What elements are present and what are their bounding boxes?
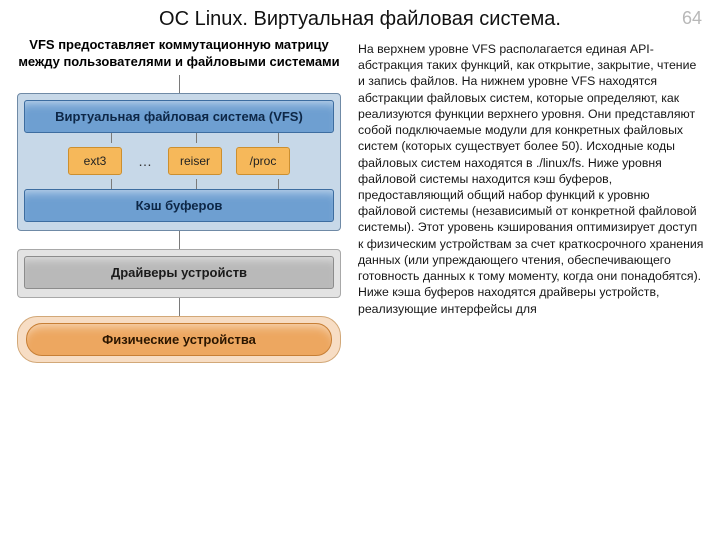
left-column: VFS предоставляет коммутационную матрицу…: [0, 37, 350, 537]
drivers-bar: Драйверы устройств: [24, 256, 334, 289]
vfs-diagram: Виртуальная файловая система (VFS) ext3 …: [17, 75, 341, 363]
vfs-bar: Виртуальная файловая система (VFS): [24, 100, 334, 133]
connector-top: [179, 75, 180, 93]
left-caption: VFS предоставляет коммутационную матрицу…: [12, 37, 346, 71]
content-area: VFS предоставляет коммутационную матрицу…: [0, 31, 720, 537]
devices-bar: Физические устройства: [26, 323, 332, 356]
fs-row: ext3 … reiser /proc: [24, 147, 334, 175]
page-number: 64: [682, 8, 702, 29]
body-text: На верхнем уровне VFS располагается един…: [358, 41, 704, 317]
devices-group: Физические устройства: [17, 316, 341, 363]
right-column: На верхнем уровне VFS располагается един…: [350, 37, 720, 537]
fs-item-proc: /proc: [236, 147, 290, 175]
vfs-group: Виртуальная файловая система (VFS) ext3 …: [17, 93, 341, 231]
connector-mid1: [179, 231, 180, 249]
cache-bar: Кэш буферов: [24, 189, 334, 222]
page-title: ОС Linux. Виртуальная файловая система.: [0, 0, 720, 31]
fs-item-ext3: ext3: [68, 147, 122, 175]
fs-item-reiser: reiser: [168, 147, 222, 175]
drivers-group: Драйверы устройств: [17, 249, 341, 298]
connector-mid2: [179, 298, 180, 316]
fs-dots: …: [136, 153, 154, 169]
